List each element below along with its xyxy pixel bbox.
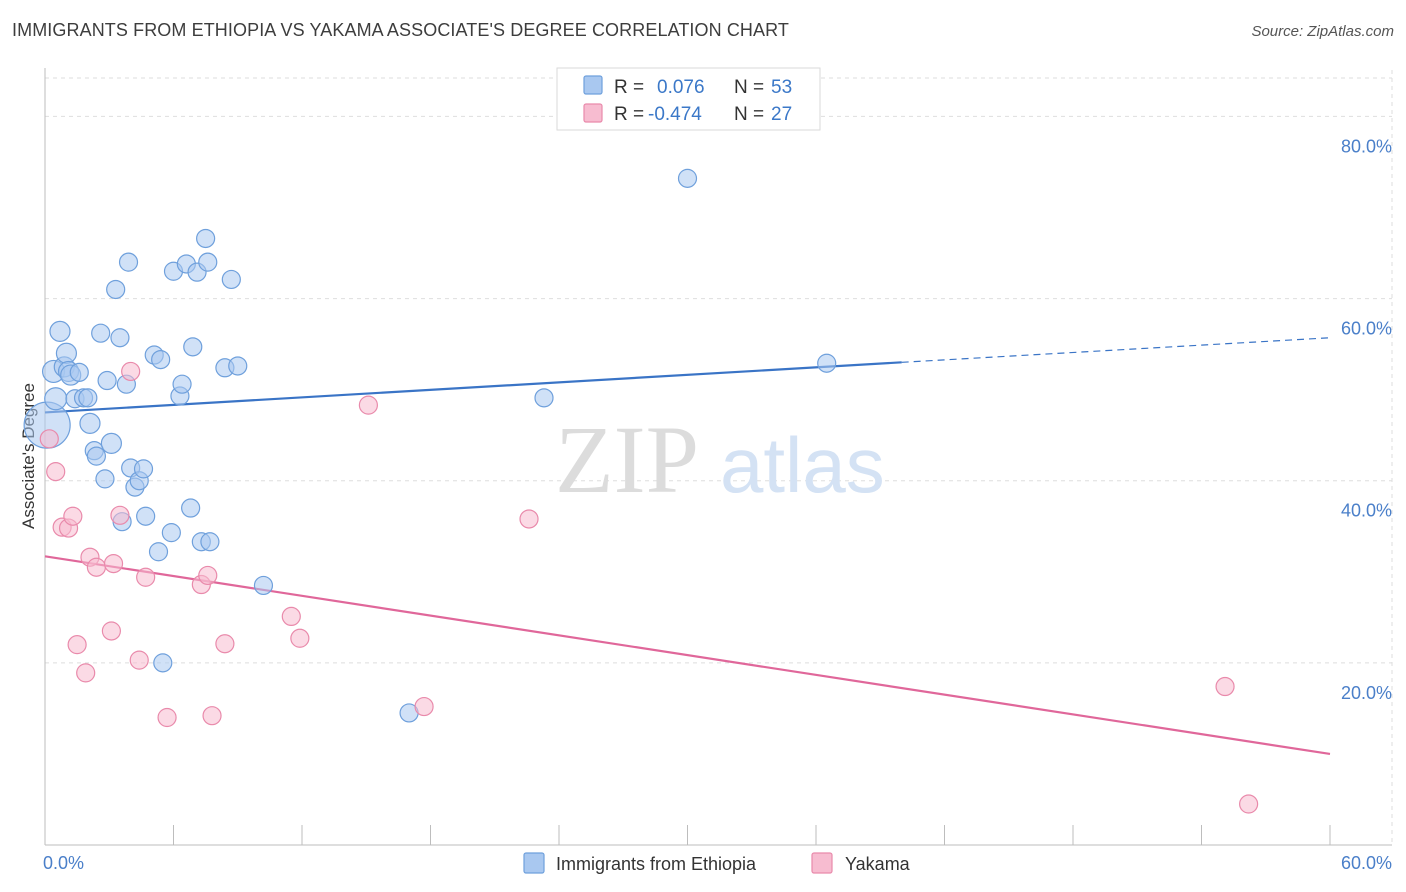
chart-title: IMMIGRANTS FROM ETHIOPIA VS YAKAMA ASSOC… — [12, 20, 790, 40]
point-yakama — [110, 505, 130, 525]
point-ethiopia — [86, 446, 107, 466]
point-ethiopia — [49, 320, 71, 342]
point-ethiopia — [44, 387, 68, 411]
watermark-zip: ZIP — [555, 406, 699, 513]
stats-n-label-2: N = — [734, 104, 764, 125]
point-ethiopia — [69, 362, 89, 382]
data-points — [23, 168, 1259, 814]
point-ethiopia — [161, 523, 181, 543]
watermark-atlas: atlas — [720, 421, 885, 509]
y-tick-label: 40.0% — [1341, 501, 1392, 521]
point-ethiopia — [253, 575, 274, 596]
stats-r-value-2: -0.474 — [648, 104, 702, 125]
legend-swatch-yakama — [811, 852, 833, 874]
point-ethiopia — [95, 469, 115, 489]
point-yakama — [101, 621, 121, 641]
point-ethiopia — [97, 370, 117, 391]
trend-line-ethiopia-extension — [901, 337, 1331, 363]
point-ethiopia — [78, 388, 98, 408]
point-ethiopia — [106, 279, 126, 300]
trend-line-ethiopia — [44, 361, 902, 414]
point-ethiopia — [151, 349, 171, 370]
point-ethiopia — [198, 252, 218, 272]
point-yakama — [136, 567, 156, 587]
stats-n-value-2: 27 — [771, 104, 792, 125]
stats-legend-swatch-pink — [583, 103, 603, 123]
y-tick-label: 80.0% — [1341, 136, 1392, 156]
point-yakama — [46, 462, 66, 482]
point-yakama — [215, 634, 235, 654]
point-yakama — [39, 429, 59, 449]
point-ethiopia — [148, 542, 169, 562]
x-tick-label: 60.0% — [1341, 853, 1392, 873]
grid-lines — [45, 70, 1393, 845]
point-yakama — [198, 565, 218, 586]
legend-swatch-ethiopia — [523, 852, 545, 874]
point-yakama — [63, 506, 83, 526]
legend-label-ethiopia: Immigrants from Ethiopia — [556, 854, 757, 874]
point-ethiopia — [181, 498, 201, 518]
stats-legend-swatch-blue — [583, 75, 603, 95]
point-ethiopia — [172, 374, 192, 394]
point-yakama — [290, 628, 310, 648]
point-ethiopia — [55, 342, 78, 364]
point-ethiopia — [677, 168, 698, 188]
point-yakama — [519, 509, 539, 529]
point-yakama — [121, 361, 141, 382]
point-yakama — [86, 557, 107, 577]
point-ethiopia — [200, 532, 220, 552]
point-ethiopia — [817, 353, 837, 373]
y-tick-labels: 20.0% 40.0% 60.0% 80.0% — [1341, 136, 1392, 702]
stats-n-label-1: N = — [734, 77, 764, 98]
trend-line-yakama — [44, 555, 1331, 756]
point-ethiopia — [110, 328, 130, 348]
point-ethiopia — [153, 653, 173, 673]
source-label: Source: ZipAtlas.com — [1251, 23, 1394, 40]
stats-n-value-1: 53 — [771, 77, 792, 98]
point-yakama — [157, 707, 177, 728]
stats-r-label-1: R = — [614, 77, 644, 98]
point-yakama — [358, 395, 378, 415]
point-yakama — [1239, 794, 1259, 814]
x-tick-labels: 0.0% 60.0% — [43, 853, 1392, 873]
axes — [44, 68, 1392, 846]
stats-r-value-1: 0.076 — [657, 77, 705, 98]
point-ethiopia — [221, 269, 241, 290]
legend-label-yakama: Yakama — [845, 854, 911, 874]
watermark: ZIP atlas — [555, 406, 885, 513]
point-ethiopia — [136, 506, 156, 526]
point-yakama — [67, 635, 87, 655]
point-yakama — [129, 650, 149, 670]
stats-legend: R = 0.076 N = 53 R = -0.474 N = 27 — [556, 67, 821, 131]
point-ethiopia — [133, 459, 154, 479]
point-yakama — [1215, 676, 1235, 697]
point-yakama — [103, 553, 124, 574]
point-yakama — [281, 606, 301, 627]
point-ethiopia — [183, 337, 203, 357]
series-legend: Immigrants from Ethiopia Yakama — [523, 852, 911, 874]
y-tick-label: 60.0% — [1341, 319, 1392, 339]
point-ethiopia — [228, 356, 248, 376]
point-yakama — [76, 663, 96, 683]
point-ethiopia — [79, 412, 101, 434]
point-yakama — [414, 696, 434, 717]
point-ethiopia — [91, 323, 111, 343]
x-tick-label: 0.0% — [43, 853, 84, 873]
point-ethiopia — [100, 432, 122, 454]
stats-r-label-2: R = — [614, 104, 644, 125]
point-yakama — [202, 706, 222, 726]
point-ethiopia — [118, 252, 139, 272]
trend-lines — [44, 337, 1331, 756]
point-ethiopia — [534, 388, 554, 408]
point-ethiopia — [196, 228, 216, 249]
y-tick-label: 20.0% — [1341, 683, 1392, 703]
